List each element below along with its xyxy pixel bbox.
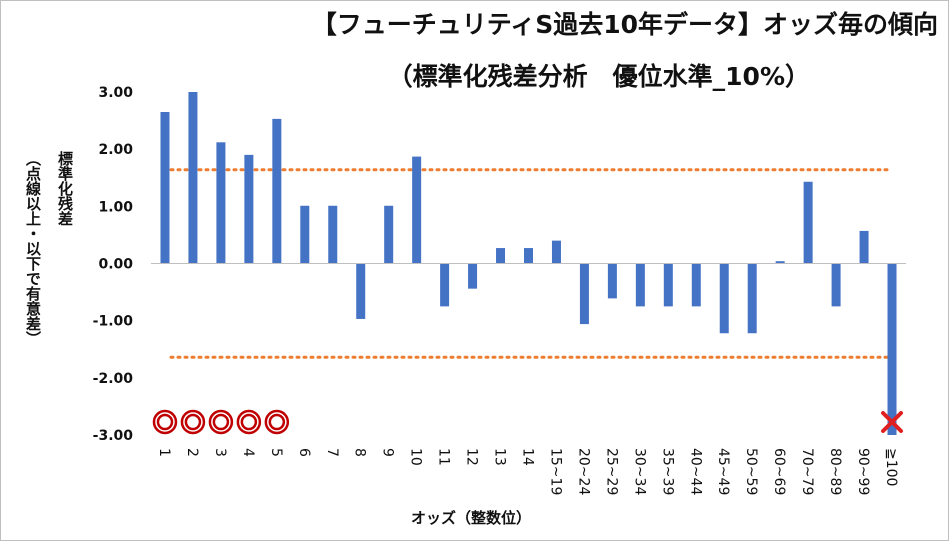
- y-tick-label: 0.00: [98, 257, 133, 273]
- x-tick-label: 5: [268, 448, 284, 457]
- y-tick-label: -3.00: [93, 428, 134, 444]
- x-tick-label: ≧100: [883, 448, 899, 486]
- bar: [328, 205, 338, 264]
- x-tick-label: 11: [436, 448, 452, 466]
- y-tick-label: 3.00: [98, 85, 133, 101]
- y-tick-label: -2.00: [93, 371, 134, 387]
- bar: [691, 263, 701, 307]
- y-axis-label-group: 標準化残差 （点線以上・以下で有意差）: [7, 151, 87, 421]
- x-tick-label: 2: [184, 448, 200, 457]
- bar: [747, 263, 757, 334]
- circle-marker-inner: [268, 413, 286, 431]
- x-tick-label: 50~59: [743, 448, 759, 495]
- bar: [468, 263, 478, 289]
- bar: [384, 205, 394, 264]
- x-tick-label: 45~49: [715, 448, 731, 495]
- bar: [188, 92, 198, 264]
- x-tick-label: 7: [324, 448, 340, 457]
- circle-marker-inner: [240, 413, 258, 431]
- x-tick-label: 25~29: [603, 448, 619, 495]
- bar: [356, 263, 366, 319]
- y-axis-note: （点線以上・以下で有意差）: [24, 151, 42, 346]
- x-axis-label: オッズ（整数位）: [410, 509, 531, 527]
- x-tick-label: 70~79: [799, 448, 815, 495]
- x-tick-label: 15~19: [547, 448, 563, 495]
- bar: [496, 248, 506, 264]
- x-tick-label: 90~99: [855, 448, 871, 495]
- bar: [887, 263, 897, 435]
- x-tick-label: 14: [520, 448, 536, 466]
- x-tick-label: 8: [352, 448, 368, 457]
- x-tick-label: 80~89: [827, 448, 843, 495]
- bar: [272, 118, 282, 264]
- bar: [859, 230, 869, 264]
- x-tick-label: 3: [212, 448, 228, 457]
- bar: [412, 156, 422, 264]
- y-tick-label: 1.00: [98, 199, 133, 215]
- y-tick-label: 2.00: [98, 142, 133, 158]
- x-tick-label: 40~44: [687, 448, 703, 495]
- bar: [775, 261, 785, 264]
- chart-subtitle: （標準化残差分析 優位水準_10%）: [387, 62, 810, 91]
- x-tick-label: 60~69: [771, 448, 787, 495]
- bar: [831, 263, 841, 307]
- y-axis-label: 標準化残差: [56, 151, 74, 226]
- circle-marker-inner: [212, 413, 230, 431]
- bar: [635, 263, 645, 307]
- x-tick-label: 1: [156, 448, 172, 457]
- bar: [300, 205, 310, 264]
- bar: [440, 263, 450, 307]
- y-tick-label: -1.00: [93, 314, 134, 330]
- x-tick-label: 4: [240, 448, 256, 457]
- bar: [551, 240, 561, 264]
- bar: [607, 263, 617, 299]
- circle-marker-inner: [156, 413, 174, 431]
- circle-marker-inner: [184, 413, 202, 431]
- bar: [663, 263, 673, 307]
- x-tick-label: 6: [296, 448, 312, 457]
- x-tick-label: 10: [408, 448, 424, 466]
- bar: [719, 263, 729, 334]
- bar: [579, 263, 589, 325]
- bar: [524, 248, 533, 264]
- x-tick-label: 30~34: [631, 448, 647, 495]
- bar: [803, 181, 813, 264]
- x-tick-label: 20~24: [575, 448, 591, 495]
- x-tick-label: 9: [380, 448, 396, 457]
- x-tick-label: 35~39: [659, 448, 675, 495]
- x-tick-label: 13: [492, 448, 508, 466]
- x-tick-label: 12: [464, 448, 480, 466]
- bar: [244, 154, 254, 264]
- bar: [160, 112, 170, 264]
- bar: [216, 142, 226, 264]
- chart-title: 【フューチュリティS過去10年データ】オッズ毎の傾向: [311, 10, 938, 39]
- cross-marker: [881, 411, 904, 433]
